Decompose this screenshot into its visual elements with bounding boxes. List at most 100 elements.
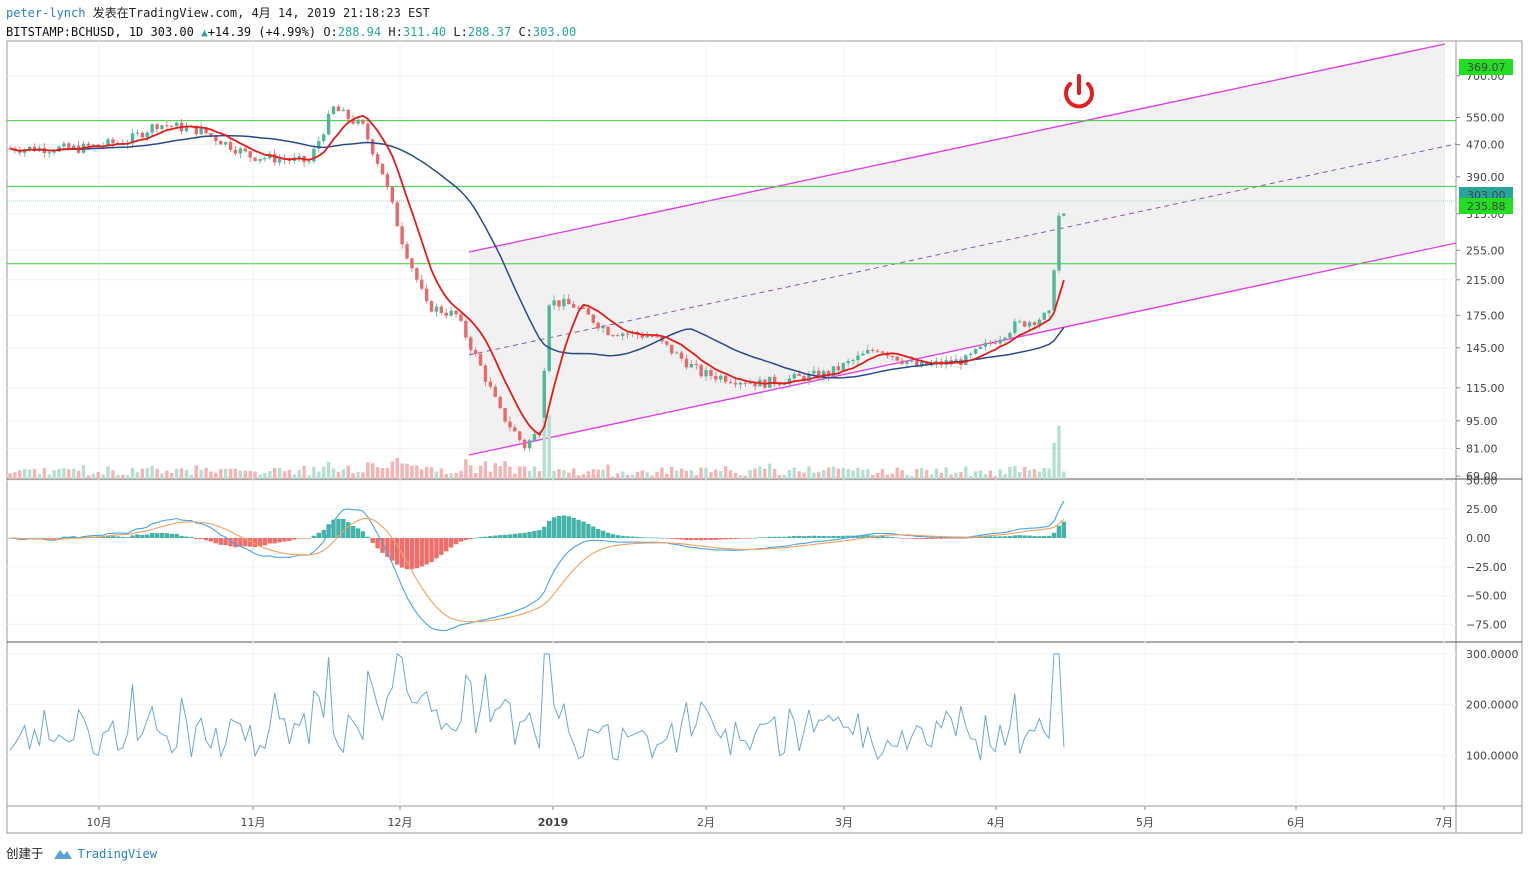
macd-hist-bar — [600, 530, 606, 538]
open-label: O: — [323, 25, 338, 39]
macd-hist-bar — [311, 535, 317, 538]
macd-hist-bar — [762, 537, 768, 538]
candle-body — [272, 153, 277, 163]
volume-bar — [140, 468, 145, 479]
volume-bar — [253, 471, 257, 479]
volume-bar — [670, 466, 674, 479]
macd-hist-bar — [723, 538, 728, 540]
macd-hist-bar — [777, 536, 782, 538]
volume-bar — [155, 468, 159, 479]
candle-body — [405, 244, 409, 259]
price-tag-label: 369.07 — [1467, 61, 1506, 74]
macd-hist-bar — [238, 538, 243, 547]
volume-bar — [782, 475, 787, 479]
macd-hist-bar — [546, 520, 552, 538]
channel-median-line — [468, 143, 1457, 356]
power-icon[interactable] — [1064, 74, 1094, 109]
open-value: 288.94 — [337, 25, 382, 39]
candle-body — [591, 314, 595, 323]
candle-body — [72, 145, 76, 148]
candle-body — [111, 139, 115, 144]
macd-hist-bar — [100, 536, 106, 538]
tradingview-brand-link[interactable]: TradingView — [77, 847, 157, 861]
candle-body — [797, 373, 801, 377]
macd-hist-bar — [939, 538, 944, 539]
up-arrow-icon: ▲ — [201, 26, 208, 39]
volume-bar — [150, 465, 154, 479]
macd-hist-bar — [493, 535, 498, 538]
macd-hist-bar — [355, 528, 361, 538]
candle-body — [424, 288, 429, 302]
volume-bar — [684, 470, 689, 479]
volume-bar — [243, 470, 247, 479]
candle-body — [875, 350, 880, 352]
macd-hist-bar — [140, 534, 145, 538]
price-tag — [1459, 59, 1513, 75]
macd-hist-bar — [689, 538, 694, 541]
candle-body — [831, 366, 836, 377]
volume-bar — [356, 472, 360, 479]
macd-hist-bar — [551, 517, 557, 538]
volume-bar — [346, 465, 350, 479]
macd-hist-bar — [189, 536, 194, 538]
macd-hist-bar — [561, 515, 567, 538]
volume-bar — [47, 474, 51, 479]
candle-body — [621, 333, 625, 337]
macd-hist-bar — [615, 535, 621, 538]
macd-hist-bar — [894, 537, 900, 539]
macd-hist-bar — [757, 537, 763, 538]
volume-bar — [797, 471, 801, 479]
macd-hist-bar — [1046, 535, 1052, 538]
signal-line — [9, 517, 1065, 623]
low-label: L: — [453, 25, 468, 39]
candle-body — [586, 308, 591, 315]
volume-bar — [993, 476, 997, 479]
volume-bar — [812, 472, 816, 479]
macd-hist-bar — [963, 538, 969, 539]
volume-bar — [508, 466, 512, 479]
macd-hist-bar — [483, 536, 488, 538]
price-label: 175.00 — [1466, 309, 1505, 322]
volume-bar — [905, 475, 909, 479]
macd-hist-bar — [821, 535, 826, 538]
volume-bar — [317, 471, 321, 479]
volume-bar — [307, 475, 311, 479]
volume-bar — [939, 472, 944, 479]
price-label: 95.00 — [1466, 415, 1498, 428]
macd-hist-bar — [154, 533, 160, 538]
candle-body — [52, 151, 56, 153]
price-label: 390.00 — [1466, 171, 1505, 184]
macd-hist-bar — [145, 534, 150, 538]
volume-bar — [366, 462, 370, 479]
volume-bar — [282, 471, 287, 479]
macd-hist-bar — [1017, 535, 1022, 538]
candle-body — [518, 431, 522, 440]
volume-bar — [895, 467, 899, 479]
volume-bar — [645, 472, 649, 479]
time-label: 5月 — [1136, 816, 1154, 829]
macd-hist-bar — [47, 538, 52, 539]
candle-body — [336, 106, 341, 112]
author-link[interactable]: peter-lynch — [6, 6, 86, 20]
macd-hist-bar — [934, 538, 939, 539]
macd-hist-bar — [1027, 535, 1032, 538]
candle-body — [204, 127, 208, 134]
macd-hist-bar — [370, 538, 375, 543]
macd-hist-bar — [1051, 532, 1057, 538]
candle-body — [130, 133, 135, 144]
volume-bar — [1022, 467, 1027, 479]
volume-bar — [91, 473, 96, 479]
macd-hist-bar — [179, 535, 184, 538]
volume-bar — [248, 470, 252, 479]
macd-hist-bar — [787, 536, 792, 538]
volume-group — [8, 415, 1066, 479]
candle-body — [924, 361, 929, 366]
candle-body — [410, 258, 414, 269]
candle-body — [184, 126, 189, 132]
macd-hist-bar — [620, 535, 625, 538]
candle-body — [655, 336, 659, 338]
volume-bar — [728, 470, 733, 479]
candle-body — [145, 132, 149, 138]
candle-body — [478, 353, 483, 366]
